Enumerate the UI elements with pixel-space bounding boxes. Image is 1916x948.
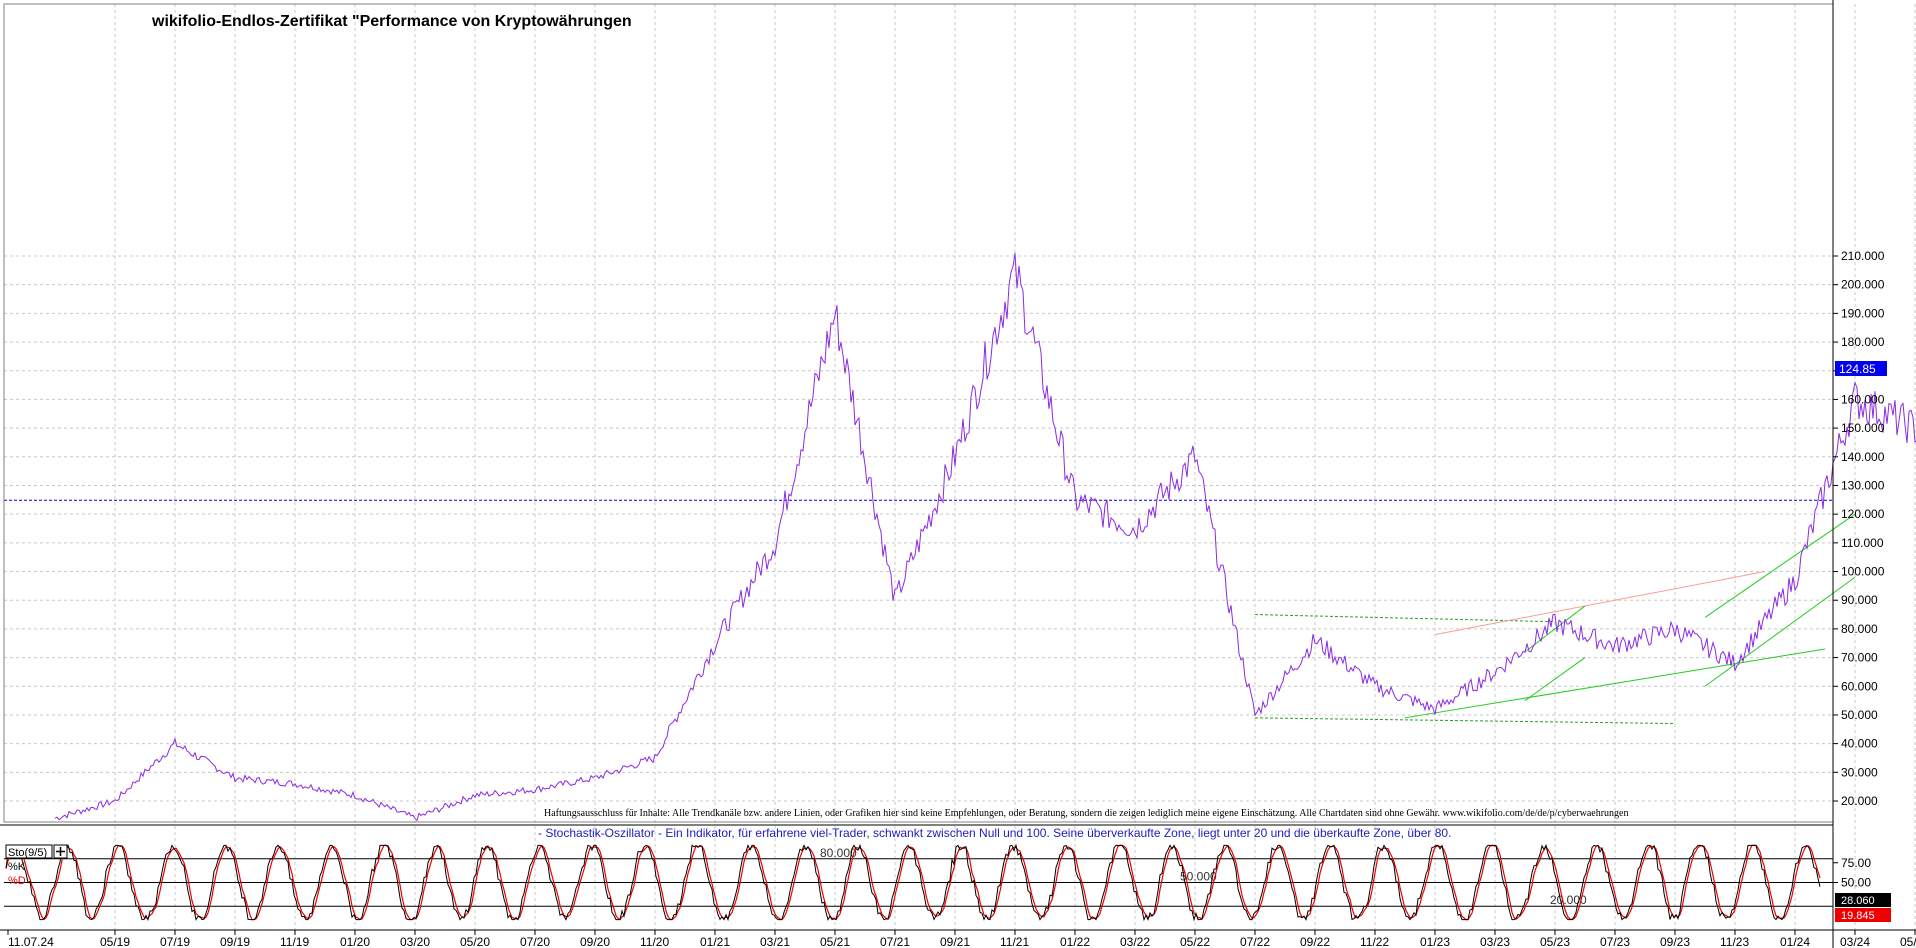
trendline [1404, 648, 1826, 719]
x-tick-label: 09/20 [580, 935, 610, 948]
trendline [1704, 513, 1856, 618]
trendline [1434, 571, 1766, 636]
x-tick-label: 09/21 [940, 935, 970, 948]
chart-title: wikifolio-Endlos-Zertifikat "Performance… [151, 13, 632, 30]
grid [4, 4, 1916, 930]
x-tick-label: 05/20 [460, 935, 490, 948]
trendline [1254, 614, 1556, 623]
y-tick-label: 180.000 [1841, 335, 1885, 349]
trendline [1254, 717, 1676, 725]
x-tick-label: 03/23 [1480, 935, 1510, 948]
last-d-tag [1835, 908, 1891, 922]
x-tick-label: 11/22 [1360, 935, 1389, 948]
y-tick-label: 90.000 [1841, 593, 1878, 607]
osc-k-line [5, 843, 1821, 922]
x-tick-label: 09/19 [220, 935, 250, 948]
last-value-tag [1835, 361, 1887, 376]
x-tick-label: 11/20 [640, 935, 669, 948]
trendlines [1254, 513, 1856, 725]
x-tick-label: 11/21 [1000, 935, 1029, 948]
x-tick-label: 01/22 [1060, 935, 1090, 948]
x-tick-label: 01/21 [700, 935, 730, 948]
indicator-note: - Stochastik-Oszillator - Ein Indikator,… [538, 826, 1451, 840]
y-tick-label: 210.000 [1841, 249, 1885, 263]
osc-level-label: 80.000 [820, 846, 857, 860]
osc-level-label: 50.000 [1180, 870, 1217, 884]
oscillator-name-box[interactable] [5, 844, 53, 859]
osc-y-tick-label: 50.00 [1841, 876, 1871, 890]
y-tick-label: 50.000 [1841, 708, 1878, 722]
x-tick-label: 11/19 [280, 935, 309, 948]
x-tick-label: 03/24 [1840, 935, 1870, 948]
y-tick-label: 110.000 [1841, 536, 1884, 550]
y-tick-label: 70.000 [1841, 651, 1878, 665]
legend-d: %D [8, 875, 26, 887]
oscillator-name: Sto(9/5) [8, 847, 47, 859]
last-k-label: 28.060 [1841, 895, 1875, 907]
y-tick-label: 60.000 [1841, 679, 1878, 693]
y-tick-label: 140.000 [1841, 450, 1885, 464]
price-line [54, 253, 1916, 822]
disclaimer-text: Haftungsausschluss für Inhalte: Alle Tre… [544, 808, 1629, 819]
x-tick-label: 03/20 [400, 935, 430, 948]
y-tick-label: 150.000 [1841, 421, 1885, 435]
plus-icon [56, 847, 65, 856]
x-tick-label: 07/20 [520, 935, 550, 948]
x-tick-label: 11.07.24 [8, 935, 54, 948]
y-tick-label: 80.000 [1841, 622, 1878, 636]
y-tick-label: 200.000 [1841, 278, 1885, 292]
x-tick-label: 05/24 [1900, 935, 1916, 948]
y-tick-label: 20.000 [1841, 794, 1878, 808]
legend-k: %K [8, 861, 26, 873]
x-tick-label: 09/22 [1300, 935, 1330, 948]
y-tick-label: 40.000 [1841, 737, 1878, 751]
x-tick-label: 03/21 [760, 935, 790, 948]
x-tick-label: 01/20 [340, 935, 370, 948]
y-tick-label: 120.000 [1841, 507, 1885, 521]
x-tick-label: 07/19 [160, 935, 190, 948]
x-tick-label: 01/24 [1780, 935, 1810, 948]
x-tick-label: 07/23 [1600, 935, 1630, 948]
x-tick-label: 05/23 [1540, 935, 1570, 948]
x-tick-label: 01/23 [1420, 935, 1450, 948]
y-tick-label: 130.000 [1841, 478, 1885, 492]
x-tick-label: 07/22 [1240, 935, 1270, 948]
last-k-tag [1835, 893, 1891, 907]
y-tick-label: 190.000 [1841, 306, 1885, 320]
y-tick-label: 160.000 [1841, 392, 1885, 406]
last-value-label: 124.85 [1839, 362, 1876, 376]
y-tick-label: 100.000 [1841, 565, 1885, 579]
price-series [54, 253, 1916, 822]
osc-y-tick-label: 75.00 [1841, 856, 1871, 870]
x-tick-label: 05/19 [100, 935, 130, 948]
x-tick-label: 03/22 [1120, 935, 1150, 948]
x-tick-label: 09/23 [1660, 935, 1690, 948]
plot-frame [3, 3, 1834, 823]
x-tick-label: 05/22 [1180, 935, 1210, 948]
trendline [1524, 657, 1586, 702]
trendline [1704, 576, 1856, 687]
x-tick-label: 07/21 [880, 935, 910, 948]
y-tick-label: 30.000 [1841, 765, 1878, 779]
last-d-label: 19.845 [1841, 910, 1875, 922]
x-tick-label: 11/23 [1720, 935, 1749, 948]
x-tick-label: 05/21 [820, 935, 850, 948]
